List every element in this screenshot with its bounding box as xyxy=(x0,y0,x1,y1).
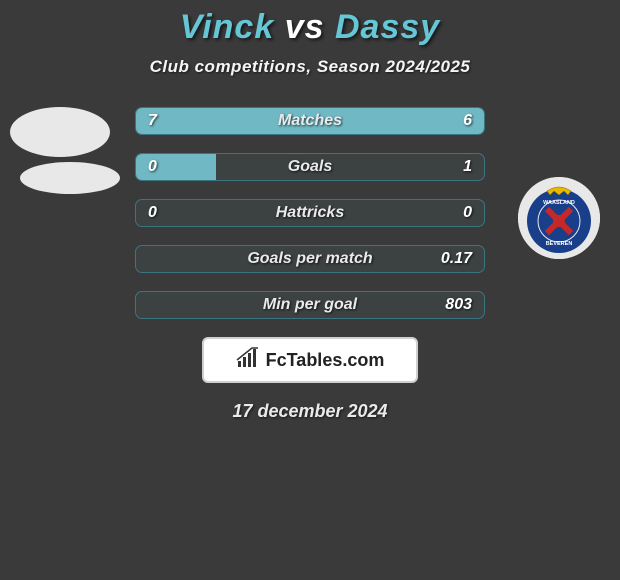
stat-label: Matches xyxy=(136,112,484,130)
player1-name: Vinck xyxy=(180,8,274,46)
svg-text:WAASLAND: WAASLAND xyxy=(543,200,575,206)
left-club-badge-2 xyxy=(20,162,120,194)
brand-text: FcTables.com xyxy=(266,350,385,371)
brand-chart-icon xyxy=(236,347,260,374)
page-title: Vinck vs Dassy xyxy=(0,0,620,47)
stat-label: Goals per match xyxy=(136,250,484,268)
stat-row: Goals per match0.17 xyxy=(135,245,485,273)
footer-date: 17 december 2024 xyxy=(0,401,620,422)
stat-row: 0Hattricks0 xyxy=(135,199,485,227)
club-crest-icon: WAASLAND BEVEREN xyxy=(518,177,600,259)
right-club-badge: WAASLAND BEVEREN xyxy=(518,177,600,259)
stat-row: 0Goals1 xyxy=(135,153,485,181)
brand-box[interactable]: FcTables.com xyxy=(202,337,418,383)
stat-row: Min per goal803 xyxy=(135,291,485,319)
stat-label: Min per goal xyxy=(136,296,484,314)
svg-text:BEVEREN: BEVEREN xyxy=(546,241,573,247)
vs-label: vs xyxy=(285,8,325,46)
stat-label: Goals xyxy=(136,158,484,176)
stat-label: Hattricks xyxy=(136,204,484,222)
stat-value-right: 0 xyxy=(463,204,472,222)
stat-value-right: 1 xyxy=(463,158,472,176)
subtitle: Club competitions, Season 2024/2025 xyxy=(0,57,620,77)
stat-value-right: 803 xyxy=(445,296,472,314)
stat-value-right: 6 xyxy=(463,112,472,130)
stat-row: 7Matches6 xyxy=(135,107,485,135)
left-club-badge-1 xyxy=(10,107,110,157)
player2-name: Dassy xyxy=(335,8,440,46)
stat-rows: 7Matches60Goals10Hattricks0Goals per mat… xyxy=(135,107,485,319)
stat-value-right: 0.17 xyxy=(441,250,472,268)
comparison-content: WAASLAND BEVEREN 7Matches60Goals10Hattri… xyxy=(0,107,620,422)
